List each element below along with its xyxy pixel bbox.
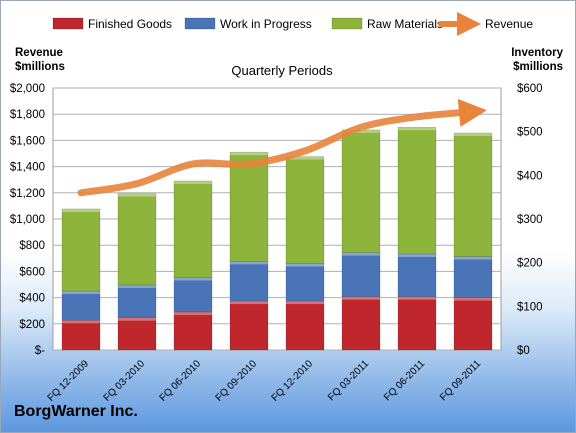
bar-finished-goods <box>453 297 493 351</box>
bar-work-in-progress <box>453 256 493 298</box>
bar-highlight <box>230 152 268 156</box>
bar-highlight <box>62 291 100 295</box>
bar-highlight <box>118 193 156 197</box>
left-tick-label: $200 <box>19 319 45 331</box>
right-tick-label: $500 <box>517 127 543 139</box>
bar-work-in-progress <box>229 261 269 302</box>
left-axis-title-line1: Revenue <box>15 47 63 59</box>
legend: Finished Goods Work in Progress Raw Materi… <box>52 12 533 36</box>
left-axis-title-line2: $millions <box>15 61 65 73</box>
bar-highlight <box>62 208 100 212</box>
bar-raw-materials <box>117 193 157 286</box>
bar-work-in-progress <box>285 263 325 302</box>
bar-highlight <box>286 301 324 305</box>
bar-highlight <box>174 181 212 185</box>
legend-swatch-raw-materials <box>331 17 363 30</box>
bar-work-in-progress <box>397 253 437 298</box>
legend-label-revenue: Revenue <box>485 17 533 31</box>
bar-raw-materials <box>397 127 437 255</box>
bar-highlight <box>454 132 492 136</box>
right-tick-label: $300 <box>517 214 543 226</box>
bars <box>61 127 493 351</box>
category-labels: FQ 12-2009 FQ 03-2010 FQ 06-2010 FQ 09-2010… <box>46 358 484 404</box>
bar-raw-materials <box>341 129 381 253</box>
bar-raw-materials <box>173 180 213 278</box>
left-tick-label: $1,800 <box>10 109 45 121</box>
category-label: FQ 03-2010 <box>102 358 148 404</box>
bar-highlight <box>398 296 436 300</box>
bar-highlight <box>286 263 324 267</box>
bar-raw-materials <box>285 156 325 264</box>
bar-finished-goods <box>341 296 381 351</box>
bar-highlight <box>174 312 212 316</box>
left-tick-label: $800 <box>19 240 45 252</box>
left-tick-label: $600 <box>19 266 45 278</box>
company-name: BorgWarner Inc. <box>14 403 138 420</box>
bar-highlight <box>398 253 436 257</box>
bar-highlight <box>342 296 380 300</box>
bar-work-in-progress <box>341 252 381 298</box>
right-tick-label: $100 <box>517 301 543 313</box>
left-tick-label: $2,000 <box>10 83 45 95</box>
legend-label-work-in-progress: Work in Progress <box>220 17 312 31</box>
left-axis-ticks: $- $200 $400 $600 $800 $1,000 $1,200 $1,400 $1,6… <box>10 83 45 357</box>
right-tick-label: $400 <box>517 170 543 182</box>
bar-raw-materials <box>229 151 269 262</box>
legend-swatch-work-in-progress <box>184 17 216 30</box>
left-tick-label: $- <box>35 345 45 357</box>
category-label: FQ 09-2011 <box>438 358 483 403</box>
right-tick-label: $600 <box>517 83 543 95</box>
revenue-line <box>77 98 487 197</box>
bar-finished-goods <box>117 317 157 351</box>
bar-highlight <box>342 252 380 256</box>
category-label: FQ 12-2010 <box>270 358 316 404</box>
bar-highlight <box>286 156 324 160</box>
bar-raw-materials <box>61 208 101 292</box>
right-axis-title-line1: Inventory <box>511 47 563 59</box>
category-label: FQ 06-2010 <box>158 358 204 404</box>
left-tick-label: $400 <box>19 293 45 305</box>
category-label: FQ 12-2009 <box>46 358 92 404</box>
legend-label-finished-goods: Finished Goods <box>88 17 172 31</box>
right-axis-title-line2: $millions <box>513 61 563 73</box>
category-label: FQ 03-2011 <box>326 358 371 403</box>
bar-highlight <box>118 284 156 288</box>
category-label: FQ 06-2011 <box>382 358 427 403</box>
bar-highlight <box>118 317 156 321</box>
bar-work-in-progress <box>61 290 101 321</box>
line-revenue <box>77 98 487 197</box>
right-tick-label: $0 <box>517 345 530 357</box>
bar-highlight <box>398 127 436 131</box>
bar-highlight <box>230 261 268 265</box>
bar-finished-goods <box>285 300 325 351</box>
bar-finished-goods <box>61 320 101 351</box>
bar-highlight <box>62 320 100 324</box>
legend-label-raw-materials: Raw Materials <box>367 17 443 31</box>
bar-finished-goods <box>397 296 437 351</box>
right-tick-label: $200 <box>517 258 543 270</box>
bar-highlight <box>342 129 380 133</box>
bar-work-in-progress <box>173 277 213 313</box>
bar-highlight <box>174 277 212 281</box>
left-tick-label: $1,400 <box>10 162 45 174</box>
right-axis-ticks: $0 $100 $200 $300 $400 $500 $600 <box>517 83 543 357</box>
bar-highlight <box>454 297 492 301</box>
bar-finished-goods <box>229 300 269 351</box>
left-tick-label: $1,000 <box>10 214 45 226</box>
chart-subtitle: Quarterly Periods <box>231 63 333 78</box>
bar-finished-goods <box>173 311 213 351</box>
bar-highlight <box>454 256 492 260</box>
bar-highlight <box>230 301 268 305</box>
legend-swatch-finished-goods <box>52 17 84 30</box>
category-label: FQ 09-2010 <box>214 358 260 404</box>
bar-work-in-progress <box>117 284 157 318</box>
bar-raw-materials <box>453 132 493 257</box>
left-tick-label: $1,600 <box>10 135 45 147</box>
left-tick-label: $1,200 <box>10 188 45 200</box>
